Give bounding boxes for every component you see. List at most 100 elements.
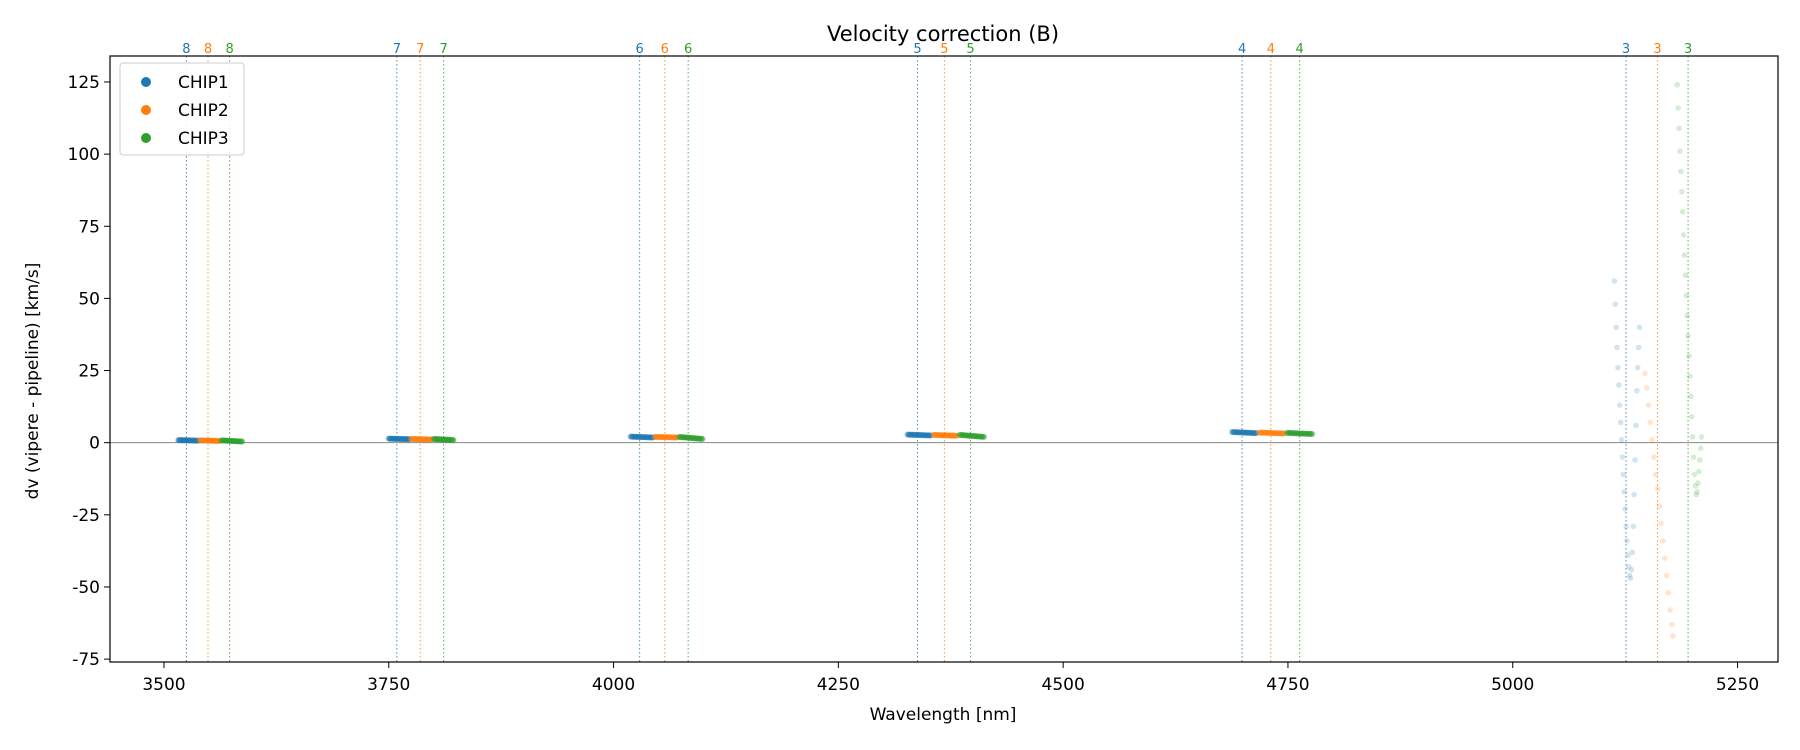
data-point [913,431,920,438]
data-point [666,434,673,441]
data-point [1253,430,1260,437]
data-point [959,432,966,439]
data-point [973,433,980,440]
data-point [662,434,669,441]
data-point [235,438,242,445]
data-point [208,437,215,444]
order-marker-label: 7 [439,42,447,57]
data-point [697,435,704,442]
data-point [1290,430,1297,437]
data-point [1632,457,1638,463]
data-point [211,437,218,444]
data-point [202,437,209,444]
data-point [660,434,667,441]
data-point [916,432,923,439]
data-point [425,436,432,443]
data-point [189,437,196,444]
data-point [1269,430,1276,437]
data-point [651,433,658,440]
data-point [1643,385,1650,391]
data-point [182,437,189,444]
x-tick-label: 4250 [817,675,860,695]
data-point [1658,520,1664,527]
data-point [910,431,917,438]
data-point [215,437,222,444]
data-point [186,437,193,444]
data-point [222,437,229,444]
data-point [905,431,912,438]
data-point [416,436,423,443]
data-point [933,431,940,438]
data-point [1676,125,1682,131]
data-point [1629,549,1636,556]
data-point [1306,430,1313,437]
data-point [221,437,228,444]
data-point [200,437,207,444]
data-point [633,433,640,440]
data-point [417,436,424,443]
data-point [965,432,972,439]
data-point [649,434,656,441]
data-point [1616,382,1622,388]
data-point [385,435,392,442]
data-point [952,432,959,439]
data-point [975,433,982,440]
data-point [693,435,700,442]
data-point [411,436,418,443]
data-point [1274,430,1281,437]
data-point [1634,364,1641,371]
data-point [1285,429,1292,436]
order-marker-label: 3 [1684,42,1692,57]
data-point [225,437,232,444]
data-point [180,437,187,444]
data-point [405,436,412,443]
data-point [1276,430,1283,437]
data-point [447,436,454,443]
data-point [204,437,211,444]
data-point [184,437,191,444]
data-point [655,434,662,441]
data-point [1618,437,1625,443]
data-point [634,433,641,440]
data-point [1273,430,1280,437]
data-point [415,436,422,443]
data-point [1687,393,1694,400]
data-point [394,435,401,442]
data-point [435,436,442,443]
data-point [403,436,410,443]
data-point [1251,430,1258,437]
order-marker-label: 5 [940,42,948,57]
data-point [672,434,679,441]
data-point [180,437,187,444]
data-point [412,436,419,443]
data-point [431,435,438,442]
x-axis-ticks: 3500 3750 4000 4250 4500 4750 5000 5250 [142,662,1759,695]
y-tick-label: 0 [89,434,100,454]
data-point [1252,430,1259,437]
data-point [1612,301,1619,307]
data-point [660,434,667,441]
data-point [1261,429,1268,436]
data-point [968,432,975,439]
data-point [656,434,663,441]
data-point [1280,430,1287,437]
data-point [1661,555,1668,561]
data-point [648,434,655,441]
data-point [1275,430,1282,437]
data-point [418,436,425,443]
data-point [1234,429,1241,436]
data-point [1617,419,1624,426]
data-point [699,435,706,442]
data-point [927,432,934,439]
data-point [1615,364,1621,371]
x-tick-label: 4750 [1266,675,1309,695]
data-point [176,437,183,444]
data-point [956,431,963,438]
data-point [427,436,434,443]
legend-marker [141,77,151,87]
data-point [1233,429,1240,436]
order-marker-label: 4 [1295,42,1303,57]
data-point [643,434,650,441]
data-point [1611,278,1618,284]
